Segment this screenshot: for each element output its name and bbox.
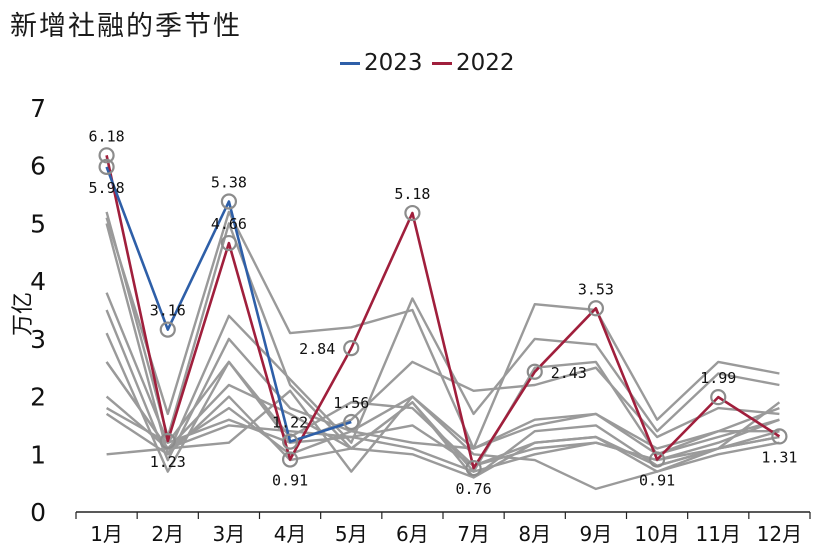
x-tick-label: 5月 (335, 522, 368, 546)
background-series-group (105, 210, 781, 491)
background-series-line-10 (106, 389, 781, 491)
legend-swatch-2023 (340, 61, 360, 65)
data-label: 6.18 (89, 127, 125, 145)
x-tick-label: 7月 (457, 522, 490, 546)
data-point-marker (526, 363, 543, 380)
data-point-marker (159, 432, 176, 450)
data-label: 3.16 (150, 302, 186, 320)
data-point-marker (587, 300, 605, 317)
y-tick-label: 7 (30, 94, 46, 123)
data-point-marker (98, 158, 115, 175)
y-tick-label: 0 (30, 498, 46, 527)
x-tick-label: 6月 (396, 522, 429, 546)
background-series-line-3 (105, 223, 780, 456)
y-tick-label: 4 (30, 267, 46, 296)
background-series-line-12 (105, 395, 780, 479)
y-axis-label: 万亿 (11, 292, 36, 336)
data-label: 1.99 (700, 369, 736, 387)
x-tick-label: 8月 (518, 522, 551, 546)
data-label: 5.18 (394, 185, 430, 203)
data-label: 0.91 (639, 471, 675, 489)
chart-title: 新增社融的季节性 (10, 11, 242, 42)
x-tick-label: 3月 (213, 522, 246, 546)
x-tick-label: 12月 (757, 522, 802, 546)
series-line-2022 (105, 155, 781, 470)
legend-label-2022: 2022 (456, 50, 515, 76)
x-tick-label: 1月 (90, 522, 123, 546)
background-series-line-11 (105, 361, 780, 473)
legend-swatch-2022 (432, 61, 452, 65)
data-point-marker (343, 339, 360, 357)
x-tick-label: 9月 (580, 522, 613, 546)
data-label: 4.66 (211, 215, 247, 233)
background-series-line-4 (105, 292, 780, 444)
y-tick-label: 6 (30, 152, 46, 181)
y-tick-label: 3 (30, 325, 46, 354)
legend-label-2023: 2023 (364, 50, 423, 76)
x-tick-label: 4月 (274, 522, 307, 546)
legend-item-2022: 2022 (432, 50, 515, 76)
y-tick-label: 1 (30, 440, 46, 469)
data-point-marker (710, 389, 727, 406)
data-label: 5.38 (211, 173, 247, 191)
data-point-marker (281, 433, 299, 450)
data-label: 0.76 (456, 480, 492, 498)
data-point-marker (98, 147, 115, 164)
data-label: 0.91 (272, 471, 308, 489)
data-point-marker (771, 428, 788, 445)
x-tick-label: 2月 (151, 522, 184, 546)
data-point-marker (159, 321, 176, 338)
data-label: 1.23 (150, 453, 186, 471)
legend-item-2023: 2023 (340, 50, 423, 76)
data-point-marker (220, 193, 238, 210)
highlight-series-group (105, 155, 781, 470)
data-labels: 6.18 5.98 3.16 1.23 5.38 4.66 1.22 0.91 1.56 2.84… (89, 127, 798, 498)
y-tick-label: 5 (30, 209, 46, 238)
axes: 1月 2月 3月 4月 5月 6月 7月 8月 9月 10月 11月 12月 0 1 2 3 4 5 6 7 万亿 (11, 94, 811, 546)
series-line-2023 (105, 166, 352, 443)
data-point-marker (648, 451, 666, 468)
data-point-marker (404, 204, 421, 222)
data-point-marker (220, 234, 238, 252)
data-label: 2.84 (299, 340, 335, 358)
y-tick-label: 2 (30, 383, 46, 412)
x-tick-label: 10月 (634, 522, 679, 546)
data-point-marker (343, 413, 360, 431)
background-series-line-2 (105, 210, 780, 450)
legend: 2023 2022 (0, 50, 824, 82)
data-label: 1.31 (761, 448, 797, 466)
data-label: 1.56 (333, 394, 369, 412)
annotation-markers (98, 147, 788, 477)
data-label: 5.98 (89, 179, 125, 197)
data-point-marker (465, 460, 482, 477)
data-label: 3.53 (578, 280, 614, 298)
data-label: 1.22 (272, 414, 308, 432)
data-label: 2.43 (551, 364, 587, 382)
x-tick-label: 11月 (696, 522, 741, 546)
data-point-marker (281, 451, 299, 468)
